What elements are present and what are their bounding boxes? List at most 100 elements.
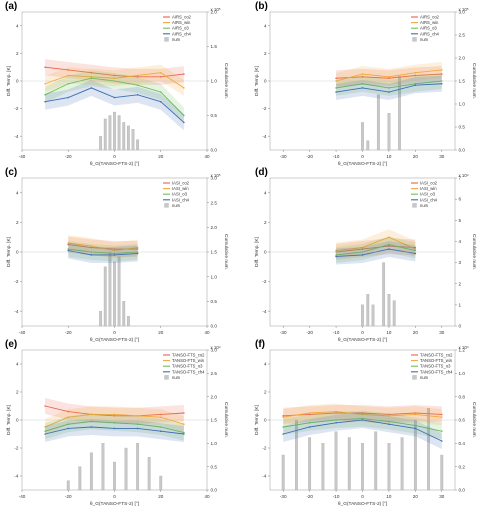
- y2-axis-label: Cumulative num.: [223, 234, 229, 270]
- series-point: [308, 426, 311, 428]
- y2-tick-label: 2.0: [211, 394, 218, 399]
- x-tick-label: 10: [386, 330, 392, 335]
- y-axis-label: Diff. Temp. [K]: [254, 237, 260, 267]
- series-point: [183, 433, 185, 435]
- num-bar: [108, 115, 112, 151]
- series-point: [159, 91, 162, 93]
- x-tick-label: 20: [413, 154, 419, 159]
- x-axis-label: θ_G(TANSO-FTS-2) [°]: [90, 337, 139, 343]
- y2-tick-label: 0.0: [459, 488, 466, 493]
- series-point: [388, 76, 390, 78]
- x-tick-label: -10: [333, 154, 340, 159]
- series-point: [90, 246, 93, 249]
- series-point: [113, 427, 116, 430]
- legend-label: num: [420, 375, 429, 380]
- x-tick-label: 20: [158, 330, 164, 335]
- num-bar: [122, 122, 126, 151]
- x-tick-label: -10: [333, 330, 340, 335]
- y2-tick-label: 0.5: [459, 125, 466, 130]
- series-point: [136, 423, 139, 426]
- y2-multiplier: x 10⁵: [211, 7, 221, 12]
- series-point: [388, 236, 390, 238]
- series-band-o3: [68, 241, 138, 262]
- num-bar: [281, 454, 285, 491]
- num-bar: [159, 475, 163, 491]
- y2-tick-label: 0.4: [459, 441, 466, 446]
- x-tick-label: 0: [361, 154, 364, 159]
- y2-tick-label: 0.0: [211, 324, 218, 329]
- series-point: [159, 100, 162, 103]
- series-point: [335, 87, 337, 89]
- y2-tick-label: 1.5: [211, 44, 218, 49]
- y-tick-label: -2: [262, 446, 267, 451]
- series-point: [414, 246, 417, 249]
- num-bar: [99, 311, 103, 327]
- series-point: [159, 416, 162, 419]
- y2-axis-label: Cumulative num.: [223, 402, 229, 438]
- series-point: [113, 254, 116, 256]
- series-point: [440, 82, 443, 85]
- num-bar: [113, 111, 116, 151]
- y2-multiplier: x 10⁵: [211, 173, 221, 178]
- series-point: [90, 426, 93, 428]
- series-point: [136, 252, 139, 255]
- series-point: [67, 69, 70, 71]
- series-point: [440, 416, 443, 419]
- legend-label: TANSO-FTS_ch4: [420, 369, 453, 374]
- x-tick-label: 40: [204, 494, 210, 499]
- legend-label: AIRS_co2: [172, 15, 192, 20]
- series-band-win: [336, 229, 416, 259]
- y-tick-label: -4: [14, 134, 19, 139]
- x-tick-label: -40: [19, 494, 26, 499]
- legend-label: AIRS_win: [420, 20, 439, 25]
- series-point: [67, 96, 70, 99]
- num-bar: [113, 461, 116, 491]
- series-point: [159, 426, 162, 428]
- legend-swatch-num: [164, 375, 169, 380]
- y2-tick-label: 1.5: [211, 250, 218, 255]
- y2-tick-label: 1.5: [459, 79, 466, 84]
- series-point: [440, 430, 443, 433]
- y2-axis-label: Cumulative num.: [223, 63, 229, 99]
- legend-label: AIRS_o3: [420, 26, 437, 31]
- series-band-o3: [45, 70, 184, 124]
- y-tick-label: 4: [16, 23, 19, 28]
- series-band-ch4: [45, 419, 184, 442]
- y-tick-label: 4: [16, 362, 19, 367]
- series-point: [388, 87, 390, 89]
- num-bar: [374, 431, 378, 491]
- series-point: [67, 416, 70, 419]
- series-band-ch4: [283, 412, 442, 449]
- x-axis-label: θ_G(TANSO-FTS-2) [°]: [338, 501, 387, 507]
- series-point: [282, 415, 285, 417]
- y2-tick-label: 5: [459, 218, 462, 223]
- series-point: [67, 410, 70, 413]
- series-point: [136, 76, 139, 78]
- y2-tick-label: 1: [459, 302, 462, 307]
- series-point: [335, 254, 337, 256]
- series-point: [414, 74, 417, 77]
- series-point: [361, 73, 364, 75]
- series-point: [136, 94, 139, 96]
- y-tick-label: -2: [14, 279, 19, 284]
- y-tick-label: 0: [16, 250, 19, 255]
- x-tick-label: -20: [65, 494, 72, 499]
- series-point: [361, 87, 364, 89]
- legend-label: IASI_ch4: [420, 197, 438, 202]
- series-band-o3: [336, 73, 442, 96]
- series-point: [388, 423, 390, 426]
- series-point: [90, 254, 93, 256]
- y2-tick-label: 3.0: [211, 348, 218, 353]
- y2-tick-label: 2.5: [459, 33, 466, 38]
- series-point: [113, 413, 116, 416]
- y2-axis-label: Cumulative num.: [471, 402, 477, 438]
- panel-label: (a): [5, 1, 17, 12]
- num-bar: [387, 113, 391, 151]
- series-point: [183, 423, 185, 426]
- num-bar: [398, 76, 401, 151]
- series-point: [67, 427, 70, 430]
- y-tick-label: 2: [16, 390, 19, 395]
- legend-label: TANSO-FTS_ch4: [172, 369, 205, 374]
